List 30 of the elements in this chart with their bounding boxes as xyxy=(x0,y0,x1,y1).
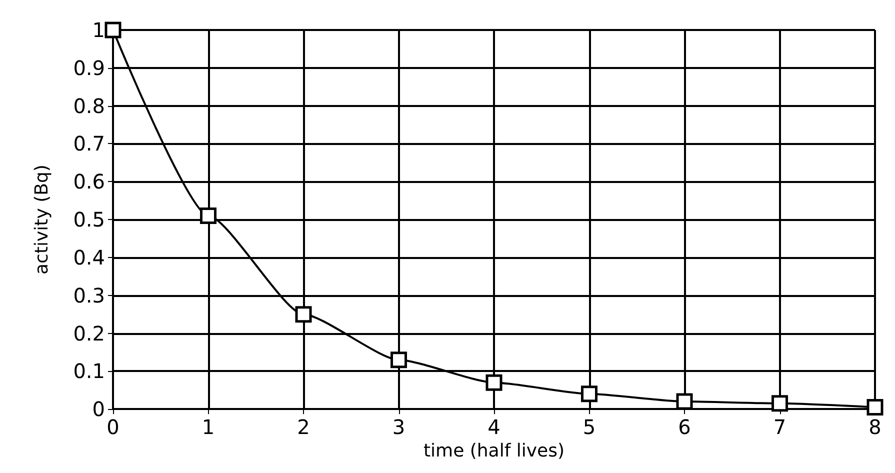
y-tick-label: 0.5 xyxy=(73,208,105,232)
point xyxy=(295,306,312,323)
y-tick-label: 0.2 xyxy=(73,321,105,346)
y-tick-label: 0.8 xyxy=(73,94,105,118)
point xyxy=(200,208,216,224)
point xyxy=(104,22,122,38)
x-axis-title: time (half lives) xyxy=(423,440,565,462)
point xyxy=(581,386,598,402)
x-tick-label: 1 xyxy=(202,415,215,440)
y-axis-title: activity (Bq) xyxy=(32,164,52,274)
y-tick-label: 0.9 xyxy=(73,56,105,80)
y-tick-label: 0.6 xyxy=(73,170,105,194)
x-tick-label: 7 xyxy=(773,415,786,440)
point xyxy=(390,352,407,368)
y-tick-label: 0.7 xyxy=(73,132,105,156)
point xyxy=(676,393,693,410)
x-tick-label: 5 xyxy=(582,415,596,440)
x-tick-label: 6 xyxy=(678,415,691,440)
x-tick-label: 4 xyxy=(488,415,500,440)
x-tick-label: 2 xyxy=(297,415,310,440)
y-tick-label: 1 xyxy=(92,18,105,42)
point xyxy=(772,395,788,412)
y-tick-label: 0.4 xyxy=(73,245,105,270)
point xyxy=(486,374,502,391)
x-tick-label: 8 xyxy=(868,415,882,440)
y-tick-label: 0.1 xyxy=(73,359,105,384)
y-tick-label: 0.3 xyxy=(73,283,105,308)
x-tick-label: 3 xyxy=(392,415,406,440)
point xyxy=(866,398,884,416)
y-tick-label: 0 xyxy=(92,397,105,422)
